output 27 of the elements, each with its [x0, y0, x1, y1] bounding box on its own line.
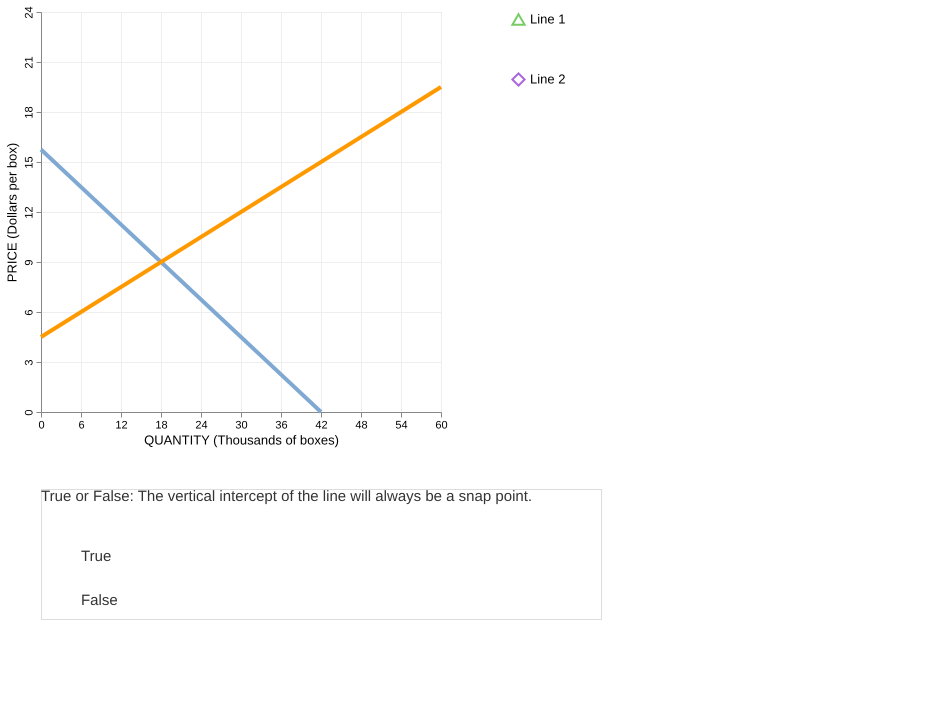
x-tick-label: 6 [78, 420, 85, 432]
x-tick-label: 42 [315, 420, 328, 432]
y-tick-label: 24 [24, 6, 36, 19]
y-tick-label: 21 [24, 56, 36, 69]
x-tick-label: 60 [435, 420, 448, 432]
x-tick-label: 24 [195, 420, 208, 432]
y-axis-title: PRICE (Dollars per box) [4, 142, 20, 282]
text: True or False: The vertical intercept of the line will always be a snap point. [41, 488, 532, 505]
y-tick-label: 0 [24, 409, 36, 416]
legend-label: Line 2 [530, 72, 566, 86]
y-tick-label: 12 [24, 206, 36, 219]
y-tick-label: 6 [24, 309, 36, 316]
x-tick-label: 54 [395, 420, 408, 432]
text: False [81, 592, 118, 609]
x-tick-label: 36 [275, 420, 288, 432]
y-tick-label: 15 [24, 156, 36, 169]
x-tick-label: 12 [115, 420, 128, 432]
x-tick-label: 48 [355, 420, 368, 432]
y-tick-label: 18 [24, 106, 36, 119]
y-tick-label: 9 [24, 259, 36, 266]
y-tick-label: 3 [24, 359, 36, 366]
text: True [81, 548, 112, 565]
x-tick-label: 0 [38, 420, 45, 432]
x-tick-label: 18 [155, 420, 168, 432]
x-tick-label: 30 [235, 420, 248, 432]
legend-label: Line 1 [530, 12, 566, 26]
x-axis-title: QUANTITY (Thousands of boxes) [144, 432, 339, 448]
